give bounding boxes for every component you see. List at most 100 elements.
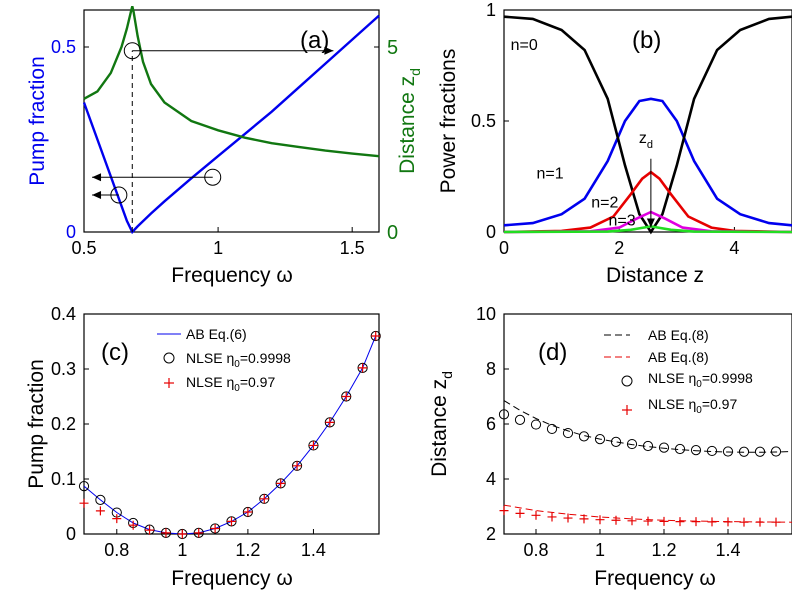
panel-a-ytick-right-label-0: 0 [387, 222, 398, 244]
panel-c-series-2-plus-13 [292, 461, 302, 471]
panel-b-ytick-label-2: 1 [486, 0, 496, 20]
panel-b-series-label-3: n=3 [609, 212, 636, 229]
panel-c-legend-nlse1: NLSE η0=0.9998 [186, 350, 291, 370]
panel-d-series-2-circle-17 [770, 446, 782, 457]
panel-d-series-2-circle-15 [738, 446, 750, 457]
panel-c-legend-nlse2-value: =0.97 [240, 374, 276, 390]
panel-a-ytick-label-0: 0 [66, 222, 76, 242]
panel-c-series-1-circle-16 [341, 391, 352, 402]
panel-c-ytick-label-4: 0.4 [51, 304, 76, 324]
panel-d-series-2-circle-16 [754, 446, 766, 457]
panel-b-xtick-label-1: 2 [614, 238, 624, 258]
panel-b-series-label-0: n=0 [511, 37, 538, 54]
panel-a-frame [83, 9, 380, 233]
panel-c-series-2-plus-9 [227, 516, 236, 526]
panel-d-ytick-label-3: 8 [486, 359, 496, 379]
panel-c-series-1-circle-6 [177, 528, 188, 540]
panel-c-xtick-label-3: 1.4 [301, 540, 326, 560]
panel-d-series-3-plus-15 [739, 517, 749, 527]
panel-d-series-3-plus-4 [563, 513, 573, 523]
panel-c-legend-swatch-plus [164, 378, 174, 388]
panel-c-series-2-plus-0 [79, 498, 89, 508]
panel-d-legend-nlse1-sub: 0 [696, 379, 702, 390]
panel-c-series-2-plus-3 [128, 520, 138, 530]
panel-c-series-1-circle-13 [291, 460, 303, 471]
panel-c-series-1-circle-18 [370, 330, 381, 342]
panel-a-marker-circle-2 [110, 186, 128, 204]
panel-d-series-2-circle-11 [674, 443, 686, 455]
panel-b-ylabel: Power fractions [437, 49, 460, 194]
panel-d-series-3-plus-12 [691, 517, 701, 527]
panel-c-legend-nlse1-main: NLSE η [186, 350, 234, 366]
panel-d-legend-nlse2-sub: 0 [696, 405, 702, 416]
panel-d-series-3-plus-16 [755, 517, 765, 527]
panel-d-label: (d) [538, 339, 567, 366]
panel-c-series-2-plus-16 [341, 392, 351, 401]
panel-b-zd-sub: d [647, 139, 653, 151]
panel-a-xtick-label-0: 0.5 [71, 238, 96, 258]
panel-c-ytick-label-2: 0.2 [51, 414, 76, 434]
panel-c-series-1-circle-5 [160, 527, 172, 539]
panel-c-ylabel: Pump fraction [25, 359, 48, 489]
panel-a-ylabel-right-sub: d [407, 68, 423, 76]
panel-b-zd-annotation: zd [639, 130, 653, 151]
panel-d-series-2-circle-2 [530, 419, 542, 430]
panel-c-series-1-circle-8 [210, 523, 221, 534]
panel-c-series-2-plus-5 [161, 528, 171, 538]
panel-a-xtick-label-2: 1.5 [340, 238, 365, 258]
panel-d-legend-swatch-circle [621, 375, 633, 387]
panel-d: (d) Frequency ω Distance zd AB Eq.(8) AB… [428, 313, 792, 590]
panel-d-legend-nlse1-value: =0.9998 [702, 370, 753, 386]
panel-d-series-3-plus-9 [643, 516, 653, 526]
panel-d-series-3-plus-5 [579, 514, 589, 524]
panel-c-series-1-circle-11 [259, 493, 270, 504]
panel-d-series-3-plus-0 [499, 506, 509, 516]
panel-c-series-2-plus-1 [95, 506, 105, 516]
panel-c-legend-swatch-circle [163, 352, 175, 364]
panel-d-legend-nlse2: NLSE η0=0.97 [648, 396, 737, 416]
panel-d-legend-ab-red: AB Eq.(8) [648, 349, 709, 365]
panel-c-legend-nlse2-main: NLSE η [186, 374, 234, 390]
panel-c-series-2-plus-6 [177, 529, 187, 539]
panel-d-series-2-circle-1 [514, 414, 526, 425]
panel-c: (c) Frequency ω Pump fraction AB Eq.(6) … [25, 313, 380, 590]
panel-d-series-2-circle-8 [626, 438, 638, 450]
panel-c-ytick-label-1: 0.1 [51, 469, 76, 489]
panel-c-xtick-label-2: 1.2 [235, 540, 260, 560]
panel-a-series-green-line [83, 6, 380, 158]
panel-d-series-3-plus-14 [723, 517, 733, 527]
panel-c-legend-nlse1-sub: 0 [234, 359, 240, 370]
panel-c-series-2-plus-17 [358, 363, 368, 373]
panel-a-marker-circle-1 [204, 168, 222, 186]
panel-d-series-2-circle-13 [706, 445, 718, 457]
panel-d-xlabel: Frequency ω [594, 567, 715, 590]
panel-b-zd-arrow-head [646, 218, 655, 228]
panel-d-series-2-circle-0 [498, 409, 510, 420]
panel-d-series-3-plus-2 [531, 510, 541, 520]
panel-d-legend-nlse1-main: NLSE η [648, 370, 696, 386]
panel-c-series-1-circle-10 [242, 506, 253, 518]
panel-d-series-2-circle-14 [722, 446, 734, 457]
panel-c-series-2-plus-8 [210, 524, 220, 533]
panel-c-xlabel: Frequency ω [171, 567, 292, 590]
panel-d-series-0-dashed-line [503, 400, 792, 453]
panel-b-xtick-label-0: 0 [499, 238, 509, 258]
panel-c-legend: AB Eq.(6) NLSE η0=0.9998 NLSE η0=0.97 [157, 326, 291, 394]
panel-c-legend-nlse2: NLSE η0=0.97 [186, 374, 275, 394]
panel-c-series-2-plus-7 [194, 528, 204, 538]
panel-d-series-3-plus-17 [771, 517, 781, 527]
panel-d-xtick-label-3: 1.4 [715, 540, 740, 560]
panel-a-arrow-head-2 [92, 191, 102, 199]
panel-a-series-blue-line [82, 14, 380, 235]
panel-c-series-1-circle-14 [308, 440, 319, 451]
panel-c-series-2-plus-14 [308, 440, 318, 450]
panel-a-ytick-label-1: 0.5 [51, 37, 76, 57]
panel-d-series-2-circle-12 [690, 445, 702, 456]
panel-d-legend-nlse2-main: NLSE η [648, 396, 696, 412]
panel-d-legend: AB Eq.(8) AB Eq.(8) NLSE η0=0.9998 NLSE … [604, 327, 753, 416]
panel-c-series-1-circle-7 [193, 527, 204, 539]
panel-c-series-1-circle-17 [357, 362, 368, 373]
panel-a-arrow-head-1 [92, 173, 102, 182]
